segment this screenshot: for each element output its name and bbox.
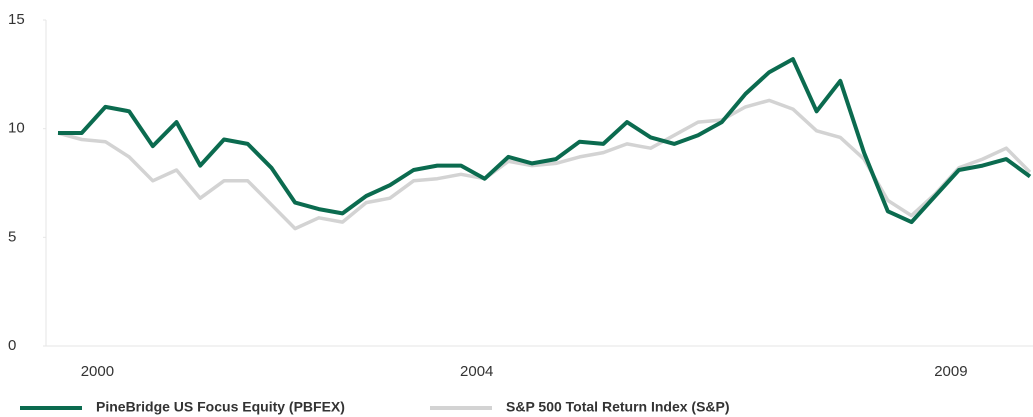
x-tick-label: 2009 <box>934 363 967 380</box>
y-tick-label: 15 <box>8 11 25 28</box>
x-tick-label: 2004 <box>460 363 493 380</box>
x-tick-label: 2000 <box>81 363 114 380</box>
series-line <box>58 57 1032 225</box>
legend-label: PineBridge US Focus Equity (PBFEX) <box>96 399 345 415</box>
y-tick-label: 10 <box>8 120 25 137</box>
y-tick-label: 5 <box>8 228 16 245</box>
y-tick-label: 0 <box>8 337 16 354</box>
legend-label: S&P 500 Total Return Index (S&P) <box>506 399 730 415</box>
